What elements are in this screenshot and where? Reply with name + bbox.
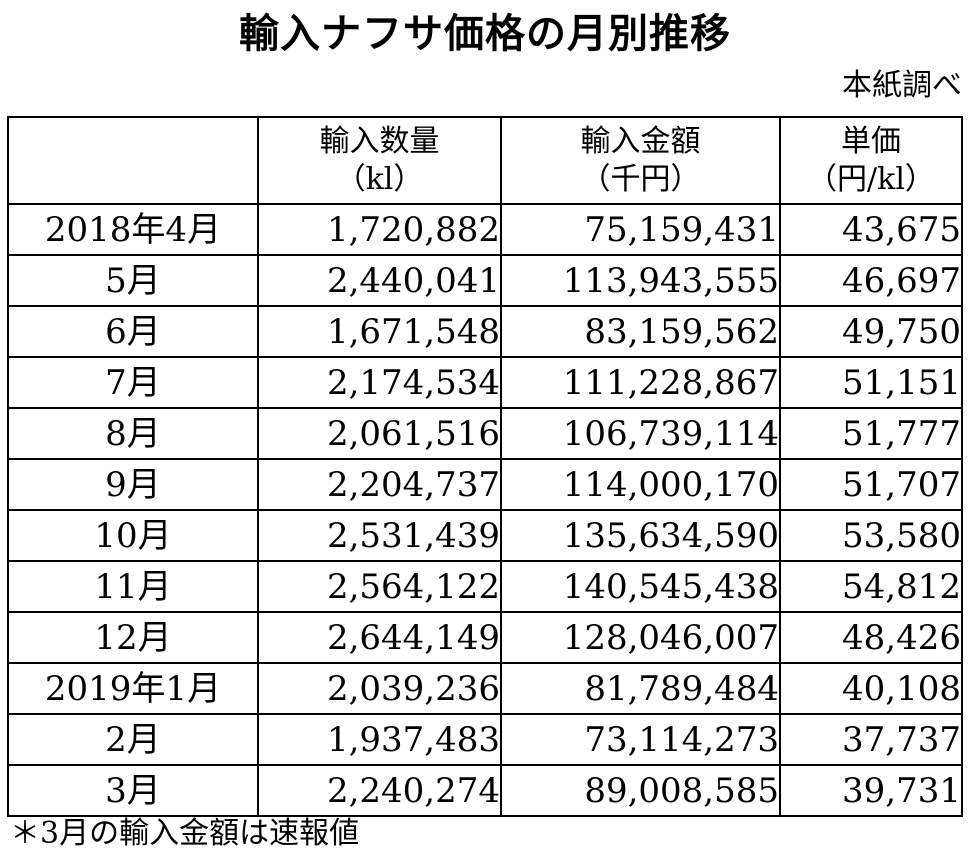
table-row: 7月 2,174,534 111,228,867 51,151 [7, 356, 963, 409]
price-cell: 46,697 [779, 254, 963, 307]
header-price-unit: （円/kl） [807, 161, 935, 197]
header-amount-label: 輸入金額 [580, 123, 701, 159]
table-row: 3月 2,240,274 89,008,585 39,731 [7, 764, 963, 817]
amount-cell: 114,000,170 [500, 458, 781, 511]
price-cell: 51,777 [779, 407, 963, 460]
month-cell: 5月 [7, 254, 259, 307]
table-row: 12月 2,644,149 128,046,007 48,426 [7, 611, 963, 664]
price-cell: 54,812 [779, 560, 963, 613]
quantity-cell: 1,937,483 [257, 713, 502, 766]
quantity-cell: 2,240,274 [257, 764, 502, 817]
header-price-label: 単価 [841, 123, 901, 159]
quantity-cell: 2,644,149 [257, 611, 502, 664]
month-cell: 11月 [7, 560, 259, 613]
amount-cell: 89,008,585 [500, 764, 781, 817]
amount-cell: 113,943,555 [500, 254, 781, 307]
table-row: 10月 2,531,439 135,634,590 53,580 [7, 509, 963, 562]
header-amount-unit: （千円） [580, 161, 701, 197]
month-cell: 6月 [7, 305, 259, 358]
table-row: 2月 1,937,483 73,114,273 37,737 [7, 713, 963, 766]
quantity-cell: 2,564,122 [257, 560, 502, 613]
quantity-cell: 2,039,236 [257, 662, 502, 715]
amount-cell: 128,046,007 [500, 611, 781, 664]
table-row: 5月 2,440,041 113,943,555 46,697 [7, 254, 963, 307]
amount-cell: 73,114,273 [500, 713, 781, 766]
quantity-cell: 2,440,041 [257, 254, 502, 307]
table-row: 2018年4月 1,720,882 75,159,431 43,675 [7, 203, 963, 256]
header-amount: 輸入金額 （千円） [500, 116, 781, 205]
month-cell: 12月 [7, 611, 259, 664]
amount-cell: 135,634,590 [500, 509, 781, 562]
month-cell: 2018年4月 [7, 203, 259, 256]
amount-cell: 81,789,484 [500, 662, 781, 715]
quantity-cell: 2,204,737 [257, 458, 502, 511]
price-cell: 51,151 [779, 356, 963, 409]
amount-cell: 106,739,114 [500, 407, 781, 460]
price-cell: 51,707 [779, 458, 963, 511]
amount-cell: 140,545,438 [500, 560, 781, 613]
amount-cell: 75,159,431 [500, 203, 781, 256]
table-row: 9月 2,204,737 114,000,170 51,707 [7, 458, 963, 511]
amount-cell: 111,228,867 [500, 356, 781, 409]
price-cell: 49,750 [779, 305, 963, 358]
price-cell: 37,737 [779, 713, 963, 766]
month-cell: 8月 [7, 407, 259, 460]
quantity-cell: 1,671,548 [257, 305, 502, 358]
header-quantity: 輸入数量 （kl） [257, 116, 502, 205]
naphtha-price-table: 輸入数量 （kl） 輸入金額 （千円） 単価 （円/kl） 2018年4月 1,… [7, 116, 963, 817]
header-price: 単価 （円/kl） [779, 116, 963, 205]
month-cell: 2月 [7, 713, 259, 766]
table-row: 8月 2,061,516 106,739,114 51,777 [7, 407, 963, 460]
month-cell: 2019年1月 [7, 662, 259, 715]
quantity-cell: 2,174,534 [257, 356, 502, 409]
price-cell: 39,731 [779, 764, 963, 817]
price-cell: 40,108 [779, 662, 963, 715]
quantity-cell: 1,720,882 [257, 203, 502, 256]
table-row: 6月 1,671,548 83,159,562 49,750 [7, 305, 963, 358]
table-row: 11月 2,564,122 140,545,438 54,812 [7, 560, 963, 613]
header-quantity-unit: （kl） [335, 161, 424, 197]
month-cell: 7月 [7, 356, 259, 409]
month-cell: 9月 [7, 458, 259, 511]
price-cell: 48,426 [779, 611, 963, 664]
source-label: 本紙調べ [842, 68, 962, 103]
header-month [7, 116, 259, 205]
price-cell: 43,675 [779, 203, 963, 256]
table-row: 2019年1月 2,039,236 81,789,484 40,108 [7, 662, 963, 715]
footnote: ＊3月の輸入金額は速報値 [10, 816, 360, 851]
table-header-row: 輸入数量 （kl） 輸入金額 （千円） 単価 （円/kl） [7, 116, 963, 205]
month-cell: 3月 [7, 764, 259, 817]
amount-cell: 83,159,562 [500, 305, 781, 358]
month-cell: 10月 [7, 509, 259, 562]
quantity-cell: 2,061,516 [257, 407, 502, 460]
header-quantity-label: 輸入数量 [319, 123, 440, 159]
price-cell: 53,580 [779, 509, 963, 562]
page-title: 輸入ナフサ価格の月別推移 [239, 11, 731, 57]
quantity-cell: 2,531,439 [257, 509, 502, 562]
